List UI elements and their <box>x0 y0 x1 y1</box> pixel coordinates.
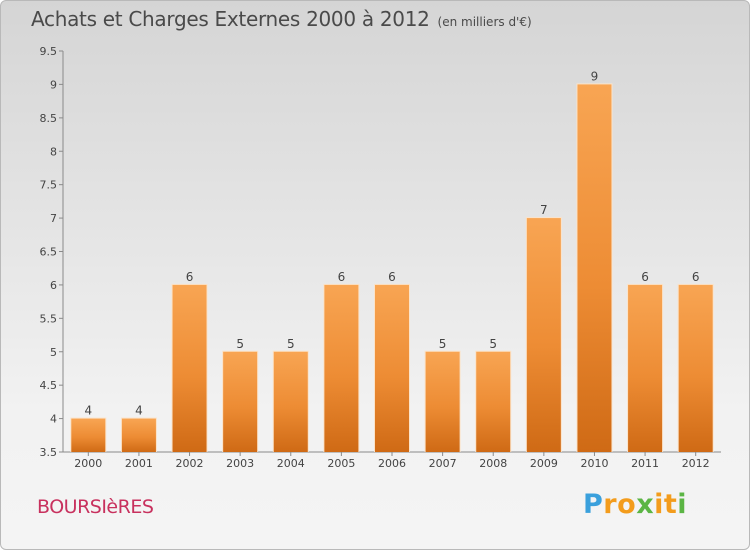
chart-header: Achats et Charges Externes 2000 à 2012 (e… <box>31 7 532 31</box>
x-tick-label: 2006 <box>378 457 406 470</box>
x-tick-label: 2008 <box>479 457 507 470</box>
bar <box>223 351 258 452</box>
x-tick-label: 2002 <box>176 457 204 470</box>
town-name: BOURSIèRES <box>37 496 154 518</box>
axes: 3.5 4 4.5 5 5.5 6 6.5 7 7.5 8 8.5 9 9.5 2000 2001 2002 2… <box>40 45 721 470</box>
y-tick-label: 9 <box>50 78 57 91</box>
data-label: 5 <box>439 337 447 351</box>
x-tick-label: 2009 <box>530 457 558 470</box>
chart-subtitle: (en milliers d'€) <box>437 15 532 29</box>
x-tick-label: 2001 <box>125 457 153 470</box>
bar <box>476 351 511 452</box>
x-tick-label: 2003 <box>226 457 254 470</box>
data-label: 4 <box>135 404 143 418</box>
brand-letter: i <box>677 489 688 520</box>
brand-letter: x <box>636 489 655 520</box>
y-tick-label: 3.5 <box>40 446 58 459</box>
bar <box>324 284 359 452</box>
data-label: 6 <box>388 270 396 284</box>
bar <box>172 284 207 452</box>
data-label: 9 <box>591 69 599 83</box>
data-label: 6 <box>338 270 346 284</box>
data-label: 6 <box>641 270 649 284</box>
bar <box>628 284 663 452</box>
x-tick-label: 2005 <box>327 457 355 470</box>
bar <box>425 351 460 452</box>
data-label: 7 <box>540 203 548 217</box>
bar <box>375 284 409 452</box>
brand-logo: Proxiti <box>583 489 687 520</box>
data-label: 6 <box>692 270 700 284</box>
data-label: 5 <box>236 337 244 351</box>
bar <box>71 418 106 452</box>
y-tick-label: 7 <box>50 212 57 225</box>
y-tick-label: 6 <box>50 279 57 292</box>
x-tick-label: 2010 <box>580 457 608 470</box>
bar <box>121 418 156 452</box>
bar <box>577 84 612 453</box>
x-tick-label: 2000 <box>74 457 102 470</box>
brand-letter: t <box>663 489 678 520</box>
y-tick-label: 8.5 <box>40 112 58 125</box>
bar <box>526 218 561 452</box>
bars: 4 4 6 5 5 6 6 5 5 7 9 6 6 <box>70 69 714 453</box>
y-tick-label: 4 <box>50 413 57 426</box>
brand-letter: r <box>603 489 618 520</box>
x-tick-label: 2011 <box>631 457 659 470</box>
x-tick-label: 2007 <box>429 457 457 470</box>
y-tick-label: 5.5 <box>40 312 58 325</box>
brand-letter: P <box>583 489 604 520</box>
chart-title: Achats et Charges Externes 2000 à 2012 <box>31 7 430 31</box>
bar <box>678 284 713 452</box>
data-label: 6 <box>186 270 194 284</box>
y-tick-label: 6.5 <box>40 246 58 259</box>
data-label: 5 <box>489 337 497 351</box>
data-label: 5 <box>287 337 295 351</box>
x-tick-label: 2004 <box>277 457 305 470</box>
y-tick-label: 7.5 <box>40 179 58 192</box>
bar <box>273 351 308 452</box>
y-tick-label: 9.5 <box>40 45 58 58</box>
x-tick-label: 2012 <box>682 457 710 470</box>
y-tick-label: 4.5 <box>40 379 58 392</box>
data-label: 4 <box>84 404 92 418</box>
brand-letter: i <box>654 489 664 520</box>
y-tick-label: 8 <box>50 145 57 158</box>
y-tick-label: 5 <box>50 346 57 359</box>
brand-letter: o <box>617 489 637 520</box>
